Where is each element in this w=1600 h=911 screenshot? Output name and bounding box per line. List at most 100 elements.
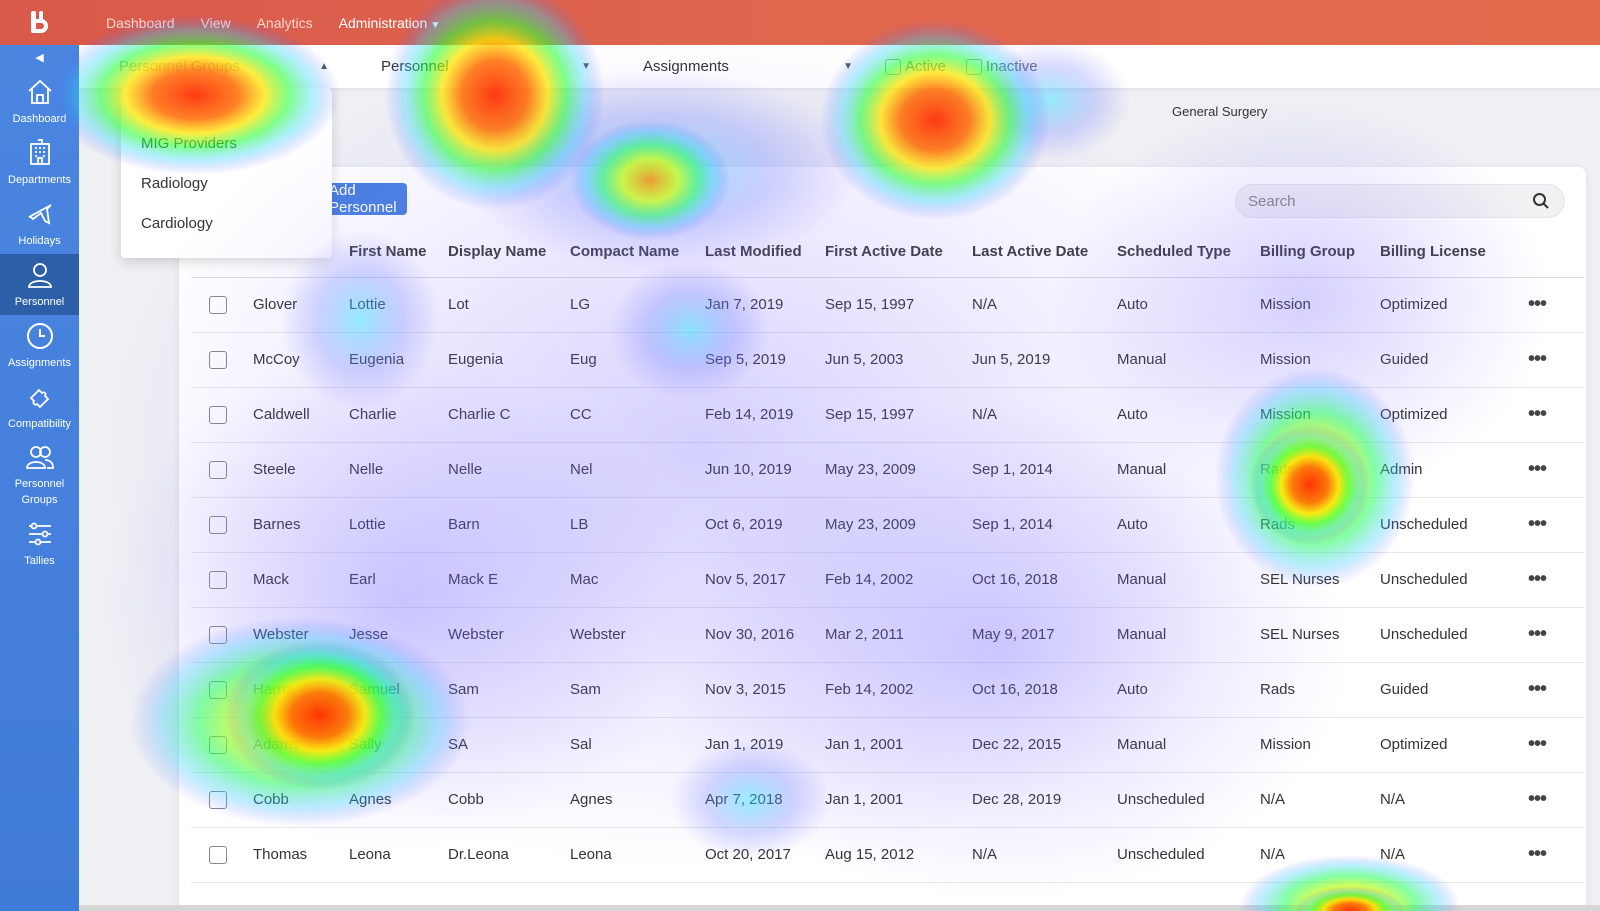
table-row[interactable]: Cobb Agnes Cobb Agnes Apr 7, 2018 Jan 1, 2001… [191,772,1584,828]
more-actions-icon[interactable]: ••• [1528,843,1547,865]
assignments-select-value: Assignments [643,58,729,75]
column-header[interactable]: Billing License [1380,227,1528,278]
table-row[interactable]: Mack Earl Mack E Mac Nov 5, 2017 Feb 14, 2002… [191,552,1584,608]
dropdown-item-radiology[interactable]: Radiology [141,175,208,192]
row-checkbox[interactable] [209,735,227,754]
row-actions-cell: ••• [1528,827,1584,883]
more-actions-icon[interactable]: ••• [1528,513,1547,535]
dropdown-item-mig-providers[interactable]: MIG Providers [141,135,237,152]
sidebar-item-compatibility[interactable]: Compatibility [0,376,79,437]
table-cell: Cobb [253,772,349,828]
caret-up-icon: ▲ [319,61,329,72]
row-checkbox[interactable] [209,625,227,644]
column-header[interactable]: Last Active Date [972,227,1117,278]
row-select-cell [191,387,253,443]
table-cell: Adams [253,717,349,773]
row-actions-cell: ••• [1528,497,1584,553]
sidebar-item-personnel[interactable]: Personnel [0,254,79,315]
more-actions-icon[interactable]: ••• [1528,348,1547,370]
inactive-filter[interactable]: Inactive [965,58,1038,75]
table-cell: Sep 5, 2019 [705,332,825,388]
table-cell: Apr 7, 2018 [705,772,825,828]
personnel-select[interactable]: Personnel ▼ [341,45,603,88]
table-row[interactable]: Webster Jesse Webster Webster Nov 30, 2016 Ma… [191,607,1584,663]
personnel-groups-select[interactable]: Personnel Groups ▲ [79,45,341,88]
row-checkbox[interactable] [209,790,227,809]
row-actions-cell: ••• [1528,387,1584,443]
column-header[interactable]: Scheduled Type [1117,227,1260,278]
row-checkbox[interactable] [209,295,227,314]
more-actions-icon[interactable]: ••• [1528,678,1547,700]
column-header[interactable]: First Name [349,227,448,278]
table-row[interactable]: Steele Nelle Nelle Nel Jun 10, 2019 May 23, 2… [191,442,1584,498]
table-cell: SEL Nurses [1260,607,1380,663]
table-cell: Cobb [448,772,570,828]
row-checkbox[interactable] [209,680,227,699]
horizontal-scrollbar[interactable] [79,905,1600,911]
more-actions-icon[interactable]: ••• [1528,293,1547,315]
table-cell: Manual [1117,717,1260,773]
sliders-icon [28,522,51,545]
table-cell: Optimized [1380,387,1528,443]
column-header[interactable]: Display Name [448,227,570,278]
column-header[interactable]: Billing Group [1260,227,1380,278]
table-cell: Charlie [349,387,448,443]
table-cell: SEL Nurses [1260,552,1380,608]
sidebar-item-departments[interactable]: Departments [0,132,79,193]
search-input[interactable] [1248,192,1532,210]
more-actions-icon[interactable]: ••• [1528,568,1547,590]
table-cell: Jun 5, 2003 [825,332,972,388]
column-header[interactable]: Last Modified [705,227,825,278]
sidebar-item-dashboard[interactable]: Dashboard [0,71,79,132]
sidebar-item-personnel-groups[interactable]: Personnel Groups [0,437,79,513]
row-actions-cell: ••• [1528,442,1584,498]
more-actions-icon[interactable]: ••• [1528,458,1547,480]
table-cell: Jun 5, 2019 [972,332,1117,388]
table-row[interactable]: Glover Lottie Lot LG Jan 7, 2019 Sep 15, 1997… [191,277,1584,333]
row-checkbox[interactable] [209,570,227,589]
row-checkbox[interactable] [209,460,227,479]
more-actions-icon[interactable]: ••• [1528,733,1547,755]
home-icon [27,79,52,104]
nav-analytics[interactable]: Analytics [256,14,313,31]
table-row[interactable]: Caldwell Charlie Charlie C CC Feb 14, 2019 Se… [191,387,1584,443]
sidebar-item-tallies[interactable]: Tallies [0,513,79,574]
more-actions-icon[interactable]: ••• [1528,788,1547,810]
table-cell: Manual [1117,442,1260,498]
row-checkbox[interactable] [209,845,227,864]
more-actions-icon[interactable]: ••• [1528,623,1547,645]
active-checkbox[interactable] [885,58,901,75]
row-checkbox[interactable] [209,405,227,424]
row-checkbox[interactable] [209,515,227,534]
table-row[interactable]: McCoy Eugenia Eugenia Eug Sep 5, 2019 Jun 5, … [191,332,1584,388]
app-logo[interactable] [0,0,79,45]
table-cell: Nelle [349,442,448,498]
table-cell: Harris [253,662,349,718]
dropdown-item-cardiology[interactable]: Cardiology [141,215,213,232]
nav-view[interactable]: View [200,14,231,31]
assignments-select[interactable]: Assignments ▼ [603,45,865,88]
table-cell: Mission [1260,387,1380,443]
table-row[interactable]: Adams Sally SA Sal Jan 1, 2019 Jan 1, 2001 Dec… [191,717,1584,773]
row-checkbox[interactable] [209,350,227,369]
nav-administration[interactable]: Administration ▼ [326,15,454,31]
inactive-checkbox[interactable] [965,58,982,75]
filter-bar: Personnel Groups ▲ Personnel ▼ Assignmen… [79,45,1600,88]
table-row[interactable]: Harris Samuel Sam Sam Nov 3, 2015 Feb 14, 200… [191,662,1584,718]
sidebar-item-assignments[interactable]: Assignments [0,315,79,376]
collapse-sidebar-icon[interactable]: ◀ [35,52,44,64]
active-filter[interactable]: Active [885,58,946,75]
column-header[interactable]: Compact Name [570,227,705,278]
table-cell: Unscheduled [1117,772,1260,828]
search-icon[interactable] [1532,192,1550,210]
more-actions-icon[interactable]: ••• [1528,403,1547,425]
search-box[interactable] [1235,184,1565,218]
personnel-groups-dropdown: MIG Providers Radiology Cardiology [121,88,332,258]
column-header[interactable]: First Active Date [825,227,972,278]
table-cell: LG [570,277,705,333]
table-row[interactable]: Barnes Lottie Barn LB Oct 6, 2019 May 23, 200… [191,497,1584,553]
sidebar-item-holidays[interactable]: Holidays [0,193,79,254]
add-personnel-button[interactable]: Add Personnel [329,182,407,216]
nav-dashboard[interactable]: Dashboard [106,14,175,31]
table-row[interactable]: Thomas Leona Dr.Leona Leona Oct 20, 2017 Aug … [191,827,1584,883]
